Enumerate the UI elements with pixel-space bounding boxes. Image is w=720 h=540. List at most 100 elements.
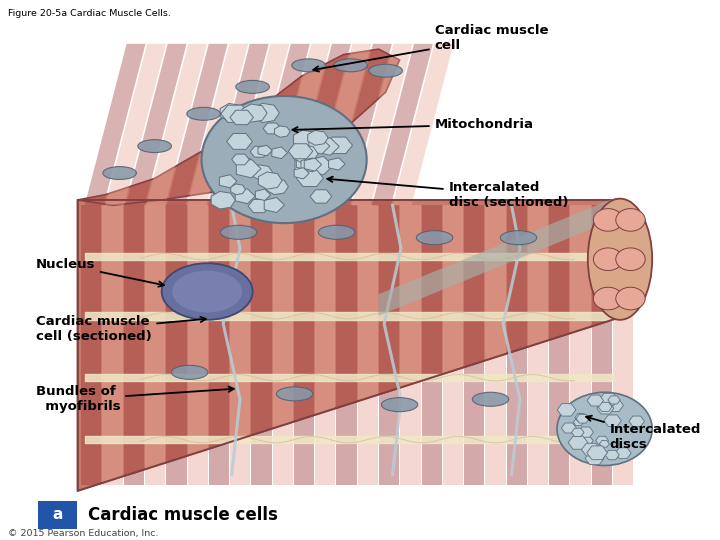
Polygon shape: [400, 205, 420, 485]
Polygon shape: [248, 199, 269, 213]
Polygon shape: [146, 44, 207, 205]
Ellipse shape: [138, 140, 171, 153]
Text: Intercalated
disc (sectioned): Intercalated disc (sectioned): [328, 177, 568, 208]
Polygon shape: [256, 189, 271, 200]
Polygon shape: [562, 423, 577, 433]
Ellipse shape: [292, 59, 325, 72]
Polygon shape: [124, 205, 144, 485]
Polygon shape: [250, 146, 268, 157]
Polygon shape: [294, 205, 314, 485]
Polygon shape: [305, 158, 322, 171]
Polygon shape: [372, 44, 433, 205]
Polygon shape: [605, 399, 624, 411]
Text: Nucleus: Nucleus: [36, 258, 164, 287]
Polygon shape: [273, 205, 293, 485]
Polygon shape: [310, 44, 372, 205]
Polygon shape: [238, 157, 253, 168]
Polygon shape: [358, 205, 378, 485]
Polygon shape: [328, 158, 345, 170]
Polygon shape: [570, 205, 590, 485]
Polygon shape: [578, 427, 593, 437]
Polygon shape: [78, 49, 400, 205]
Polygon shape: [325, 137, 353, 153]
Polygon shape: [145, 205, 166, 485]
Ellipse shape: [236, 80, 269, 93]
Polygon shape: [572, 428, 584, 436]
Polygon shape: [269, 44, 330, 205]
Polygon shape: [227, 133, 253, 150]
Polygon shape: [187, 44, 248, 205]
Polygon shape: [252, 165, 273, 180]
Polygon shape: [575, 414, 587, 422]
Polygon shape: [264, 123, 281, 134]
Polygon shape: [253, 103, 279, 123]
Polygon shape: [582, 443, 600, 456]
Polygon shape: [605, 450, 619, 460]
Polygon shape: [105, 44, 166, 205]
Circle shape: [202, 96, 366, 223]
Ellipse shape: [382, 397, 418, 411]
Text: Cardiac muscle cells: Cardiac muscle cells: [88, 505, 278, 523]
Polygon shape: [576, 414, 589, 423]
Ellipse shape: [369, 64, 402, 77]
Polygon shape: [392, 44, 454, 205]
Polygon shape: [293, 145, 318, 163]
Polygon shape: [230, 110, 253, 125]
Text: a: a: [52, 507, 63, 522]
Polygon shape: [315, 205, 336, 485]
Polygon shape: [220, 174, 237, 188]
Ellipse shape: [171, 366, 208, 379]
Polygon shape: [102, 205, 122, 485]
Polygon shape: [557, 403, 576, 416]
Polygon shape: [297, 170, 323, 186]
Polygon shape: [232, 154, 249, 165]
Polygon shape: [249, 44, 310, 205]
Polygon shape: [464, 205, 485, 485]
Polygon shape: [208, 44, 269, 205]
Polygon shape: [587, 446, 608, 460]
Polygon shape: [587, 395, 603, 406]
Polygon shape: [568, 436, 588, 449]
Polygon shape: [251, 205, 271, 485]
Text: © 2015 Pearson Education, Inc.: © 2015 Pearson Education, Inc.: [8, 529, 158, 538]
Polygon shape: [297, 154, 318, 170]
Polygon shape: [308, 157, 333, 175]
Polygon shape: [187, 205, 208, 485]
Polygon shape: [295, 157, 320, 175]
Polygon shape: [309, 138, 330, 154]
Polygon shape: [294, 130, 318, 148]
Polygon shape: [258, 172, 282, 189]
Polygon shape: [310, 190, 332, 203]
Polygon shape: [528, 205, 548, 485]
Text: Intercalated
discs: Intercalated discs: [586, 416, 701, 451]
Polygon shape: [290, 44, 351, 205]
Polygon shape: [592, 205, 612, 485]
Polygon shape: [288, 144, 312, 159]
Polygon shape: [599, 393, 618, 406]
Polygon shape: [608, 396, 620, 404]
Polygon shape: [294, 168, 309, 179]
Ellipse shape: [472, 392, 509, 406]
Polygon shape: [85, 44, 145, 205]
Polygon shape: [336, 205, 356, 485]
Ellipse shape: [276, 387, 312, 401]
Polygon shape: [242, 104, 267, 122]
Polygon shape: [81, 205, 102, 485]
Polygon shape: [228, 44, 289, 205]
Polygon shape: [230, 184, 246, 195]
Polygon shape: [264, 198, 284, 213]
Ellipse shape: [334, 59, 367, 72]
Circle shape: [616, 287, 645, 310]
Polygon shape: [209, 205, 229, 485]
Circle shape: [593, 248, 623, 271]
Circle shape: [557, 392, 652, 465]
Polygon shape: [595, 436, 608, 445]
Polygon shape: [166, 205, 186, 485]
Polygon shape: [629, 416, 644, 427]
Polygon shape: [599, 441, 609, 447]
Polygon shape: [236, 159, 261, 178]
Ellipse shape: [186, 107, 220, 120]
Circle shape: [593, 287, 623, 310]
Polygon shape: [316, 138, 339, 156]
Polygon shape: [126, 44, 186, 205]
